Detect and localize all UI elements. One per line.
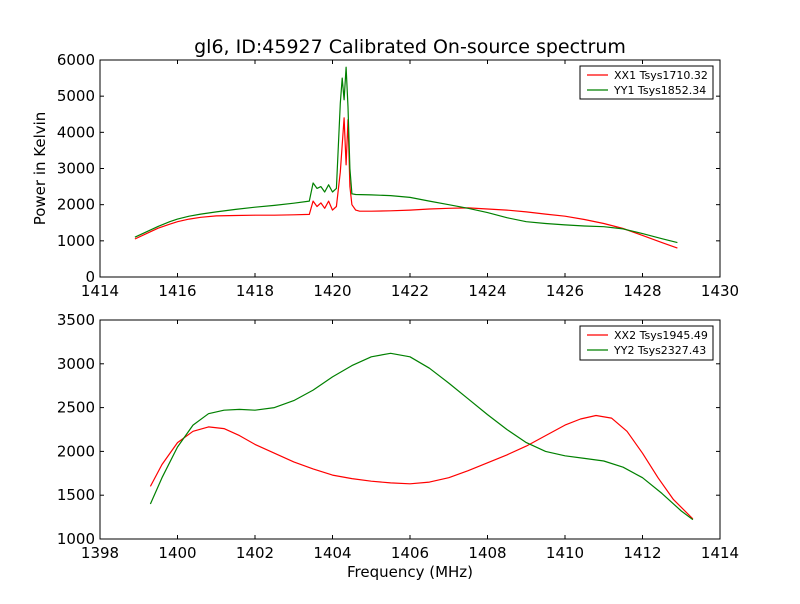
x-tick-label: 1420 (313, 282, 351, 300)
legend-label: XX2 Tsys1945.49 (614, 329, 708, 342)
x-tick-label: 1406 (391, 544, 429, 562)
y-tick-label: 2000 (57, 442, 95, 460)
x-tick-label: 1426 (546, 282, 584, 300)
x-tick-label: 1404 (313, 544, 351, 562)
x-tick-label: 1414 (701, 544, 739, 562)
series-line-xx2 (149, 414, 694, 520)
legend-box (579, 65, 714, 100)
x-tick-label: 1402 (236, 544, 274, 562)
series-line-yy2 (149, 352, 694, 521)
y-tick-label: 3000 (57, 160, 95, 178)
y-tick-label: 1000 (57, 232, 95, 250)
y-tick-label: 3500 (57, 311, 95, 329)
y-tick-label: 2000 (57, 196, 95, 214)
x-tick-label: 1424 (468, 282, 506, 300)
legend: XX2 Tsys1945.49 YY2 Tsys2327.43 (579, 325, 714, 361)
series-line-xx1 (134, 117, 678, 249)
y-tick-label: 5000 (57, 87, 95, 105)
x-tick-label: 1412 (623, 544, 661, 562)
y-axis-label: Power in Kelvin (31, 112, 49, 226)
legend-label: YY1 Tsys1852.34 (613, 84, 706, 97)
y-tick-label: 2500 (57, 399, 95, 417)
x-tick-label: 1414 (81, 282, 119, 300)
y-tick-label: 4000 (57, 123, 95, 141)
x-tick-label: 1410 (546, 544, 584, 562)
legend: XX1 Tsys1710.32 YY1 Tsys1852.34 (579, 65, 714, 100)
y-tick-label: 6000 (57, 51, 95, 69)
x-tick-label: 1418 (236, 282, 274, 300)
x-tick-label: 1422 (391, 282, 429, 300)
chart-title: gl6, ID:45927 Calibrated On-source spect… (194, 36, 626, 58)
x-tick-label: 1408 (468, 544, 506, 562)
x-axis-label: Frequency (MHz) (347, 563, 473, 581)
y-tick-label: 1500 (57, 486, 95, 504)
legend-label: YY2 Tsys2327.43 (613, 344, 706, 357)
top-panel: 1414 1416 1418 1420 1422 1424 1426 1428 1430 0 100… (31, 51, 739, 300)
bottom-panel: 1398 1400 1402 1404 1406 1408 1410 1412 1414 1000… (57, 311, 739, 581)
series-line-yy1 (134, 66, 678, 244)
legend-label: XX1 Tsys1710.32 (614, 69, 708, 82)
y-tick-label: 0 (85, 268, 95, 286)
x-tick-label: 1400 (158, 544, 196, 562)
x-tick-label: 1430 (701, 282, 739, 300)
y-tick-label: 3000 (57, 355, 95, 373)
x-tick-label: 1416 (158, 282, 196, 300)
x-tick-label: 1428 (623, 282, 661, 300)
legend-box (579, 325, 714, 361)
y-tick-label: 1000 (57, 530, 95, 548)
x-tick-label: 1398 (81, 544, 119, 562)
